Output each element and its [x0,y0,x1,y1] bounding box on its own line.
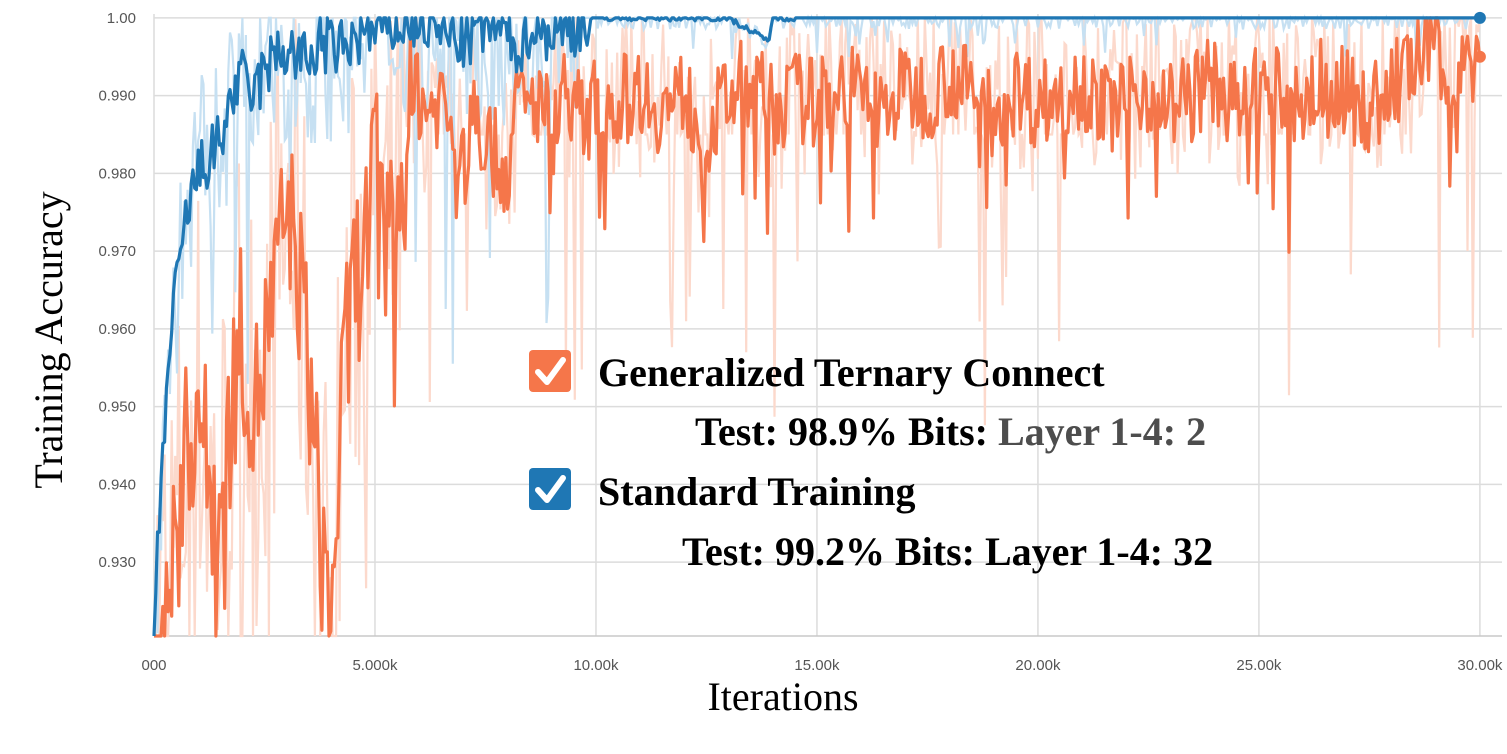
x-tick-label: 000 [141,657,166,674]
x-tick-label: 5.000k [352,657,398,674]
y-tick-label: 0.940 [98,476,136,493]
legend-item-standard[interactable]: Standard Training [529,468,916,514]
series-endpoint-1[interactable] [1473,11,1486,24]
legend-bits-value: Layer 1-4: 32 [985,529,1213,574]
y-tick-label: 1.00 [107,10,136,27]
smoothed-series-layer [152,16,1482,638]
legend-label-gtc: Generalized Ternary Connect [598,350,1105,395]
series-line-1 [152,16,1480,637]
legend-bits-value: Layer 1-4: 2 [998,409,1206,454]
series-endpoint-0[interactable] [1473,50,1486,63]
legend-test-label: Test: [695,409,778,454]
legend: Generalized Ternary Connect Test: 98.9% … [529,350,1213,574]
legend-detail-gtc: Test: 98.9% Bits: Layer 1-4: 2 [695,409,1206,454]
x-tick-label: 25.00k [1236,657,1282,674]
y-tick-label: 0.980 [98,165,136,182]
x-tick-label: 10.00k [573,657,619,674]
legend-detail-standard: Test: 99.2% Bits: Layer 1-4: 32 [682,529,1213,574]
y-tick-label: 0.990 [98,88,136,105]
raw-series-0 [154,16,1481,638]
legend-bits-label: Bits: [895,529,975,574]
legend-item-gtc[interactable]: Generalized Ternary Connect [529,350,1105,395]
legend-test-label: Test: [682,529,765,574]
y-tick-label: 0.970 [98,243,136,260]
check-icon [535,475,566,503]
series-line-0 [154,16,1482,638]
check-icon [535,357,566,385]
legend-test-value: 99.2% [775,529,885,574]
x-axis-title: Iterations [707,674,858,719]
series-endpoints [1473,11,1486,63]
x-tick-label: 20.00k [1015,657,1061,674]
y-axis-title: Training Accuracy [26,191,71,488]
x-tick-labels: 000 5.000k 10.00k 15.00k 20.00k 25.00k 30.00k [141,657,1502,674]
y-tick-label: 0.950 [98,399,136,416]
y-tick-labels: 0.930 0.940 0.950 0.960 0.970 0.980 0.990 1.00 [98,10,136,571]
y-tick-label: 0.930 [98,554,136,571]
x-tick-label: 30.00k [1457,657,1503,674]
x-tick-label: 15.00k [794,657,840,674]
legend-label-standard: Standard Training [598,469,916,514]
legend-bits-label: Bits: [908,409,988,454]
legend-test-value: 98.9% [788,409,898,454]
y-tick-label: 0.960 [98,321,136,338]
